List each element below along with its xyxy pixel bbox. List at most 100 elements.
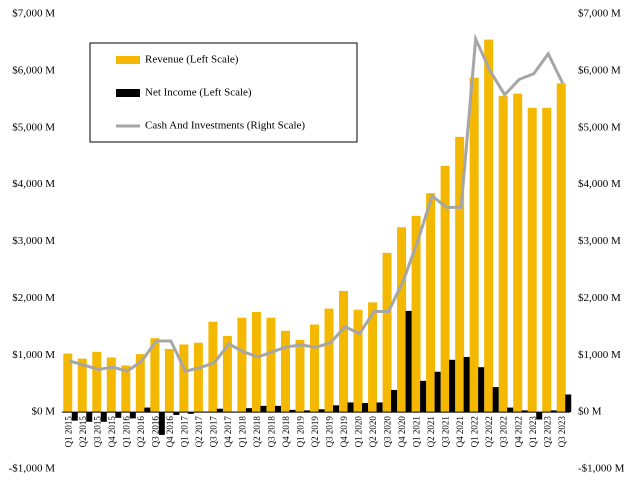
- x-tick-label: Q2 2017: [194, 416, 204, 448]
- bar: [274, 405, 281, 413]
- bar: [440, 165, 450, 413]
- x-tick-label: Q4 2015: [107, 416, 117, 448]
- x-tick-label: Q3 2018: [267, 416, 277, 448]
- bar: [397, 227, 407, 413]
- bar: [527, 107, 537, 413]
- x-tick-label: Q1 2022: [470, 416, 480, 447]
- bar: [115, 412, 122, 418]
- x-tick-label: Q2 2021: [426, 416, 436, 447]
- x-tick-label: Q2 2020: [368, 416, 378, 448]
- bar: [455, 136, 465, 413]
- bar: [179, 344, 189, 413]
- x-tick-label: Q3 2015: [92, 416, 102, 448]
- bar: [208, 321, 218, 413]
- bar: [193, 342, 203, 413]
- y-tick-label: -$1,000 M: [9, 463, 56, 475]
- bar: [187, 412, 194, 414]
- bar: [382, 252, 392, 413]
- bar: [245, 408, 252, 413]
- y2-tick-label: $7,000 M: [578, 8, 621, 20]
- bar: [63, 353, 73, 413]
- bar: [411, 215, 421, 413]
- bar: [550, 410, 557, 413]
- bar: [368, 302, 378, 413]
- bar: [463, 356, 470, 413]
- bar: [77, 358, 87, 413]
- y2-tick-label: -$1,000 M: [578, 463, 625, 475]
- bar: [237, 317, 247, 413]
- bar: [86, 412, 93, 422]
- bar: [353, 309, 363, 413]
- x-tick-label: Q1 2015: [63, 416, 73, 448]
- bar: [449, 359, 456, 413]
- bar: [266, 317, 276, 413]
- bar: [362, 403, 369, 413]
- x-tick-label: Q1 2017: [179, 416, 189, 448]
- y-tick-label: $2,000 M: [12, 292, 55, 304]
- y-tick-label: $6,000 M: [12, 64, 55, 76]
- bar: [158, 412, 165, 435]
- x-tick-label: Q1 2020: [354, 416, 364, 448]
- bar: [484, 39, 494, 413]
- x-tick-label: Q2 2022: [484, 416, 494, 447]
- x-tick-label: Q4 2022: [513, 416, 523, 447]
- bar: [260, 405, 267, 413]
- bar: [391, 389, 398, 413]
- bar: [339, 290, 349, 413]
- bar: [173, 412, 180, 415]
- x-tick-label: Q1 2016: [121, 416, 131, 448]
- bar: [129, 412, 136, 419]
- bar: [303, 410, 310, 413]
- bar: [164, 348, 174, 413]
- x-tick-label: Q3 2016: [150, 416, 160, 448]
- bar: [521, 410, 528, 413]
- bar: [513, 93, 523, 413]
- bar: [542, 107, 552, 413]
- x-tick-label: Q4 2019: [339, 416, 349, 448]
- y2-tick-label: $2,000 M: [578, 292, 621, 304]
- y-tick-label: $3,000 M: [12, 235, 55, 247]
- x-tick-label: Q2 2019: [310, 416, 320, 448]
- bar: [434, 371, 441, 413]
- bar: [498, 95, 508, 413]
- y2-tick-label: $4,000 M: [578, 178, 621, 190]
- bar: [295, 339, 305, 413]
- x-tick-label: Q3 2021: [441, 416, 451, 447]
- x-tick-label: Q2 2015: [78, 416, 88, 448]
- x-tick-label: Q1 2023: [528, 416, 538, 448]
- bar: [92, 351, 102, 413]
- y-tick-label: $4,000 M: [12, 178, 55, 190]
- x-tick-label: Q1 2021: [412, 416, 422, 447]
- bar: [492, 387, 499, 413]
- bar: [324, 308, 334, 413]
- bar: [347, 402, 354, 413]
- legend-label: Net Income (Left Scale): [145, 87, 252, 99]
- x-tick-label: Q2 2016: [136, 416, 146, 448]
- bar: [280, 330, 290, 413]
- bar: [310, 324, 319, 413]
- x-tick-label: Q1 2018: [237, 416, 247, 448]
- bar: [71, 412, 78, 421]
- y2-tick-label: $0 M: [578, 406, 602, 418]
- x-tick-label: Q3 2022: [499, 416, 509, 447]
- bar: [478, 367, 485, 413]
- bar: [507, 407, 514, 413]
- legend-swatch: [116, 56, 140, 64]
- bar: [144, 407, 151, 413]
- bar: [106, 357, 116, 413]
- bar: [100, 412, 107, 422]
- bar: [556, 83, 566, 413]
- x-tick-label: Q3 2020: [383, 416, 393, 448]
- bar: [150, 338, 160, 413]
- line-series: [68, 33, 565, 373]
- y2-tick-label: $3,000 M: [578, 235, 621, 247]
- y2-tick-label: $1,000 M: [578, 349, 621, 361]
- bar: [405, 310, 412, 413]
- y2-tick-label: $6,000 M: [578, 64, 621, 76]
- bar: [121, 365, 131, 413]
- y-tick-label: $0 M: [31, 406, 55, 418]
- bar: [251, 312, 261, 413]
- x-tick-label: Q3 2017: [208, 416, 218, 448]
- bar: [469, 77, 479, 413]
- bar: [565, 394, 572, 413]
